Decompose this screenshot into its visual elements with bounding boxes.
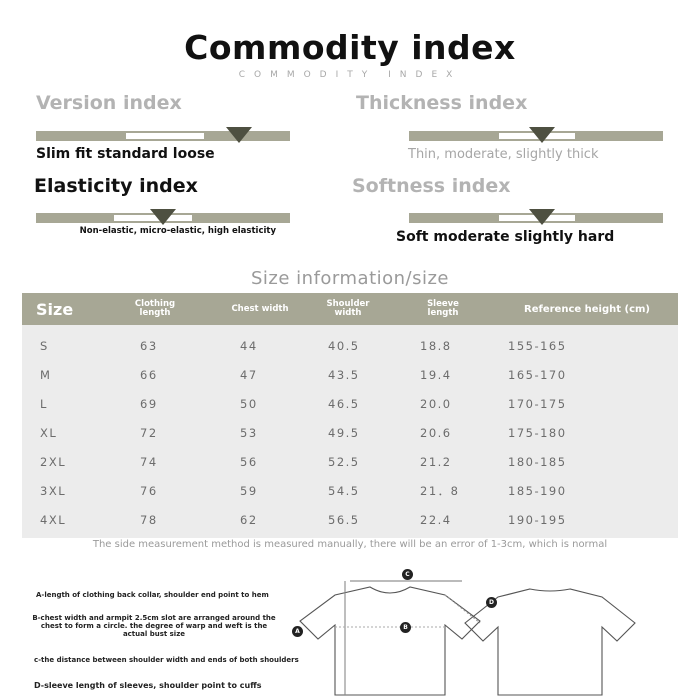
cell-clothing-length: 74 (140, 454, 158, 469)
cell-shoulder-width: 56.5 (328, 512, 360, 527)
legend-b: B-chest width and armpit 2.5cm slot are … (32, 614, 276, 638)
cell-shoulder-width: 40.5 (328, 338, 360, 353)
tshirt-diagram (299, 580, 636, 696)
softness-index-title: Softness index (352, 175, 511, 197)
cell-size: 2XL (40, 454, 67, 469)
legend-d: D-sleeve length of sleeves, shoulder poi… (34, 681, 262, 690)
cell-reference-height: 175-180 (508, 425, 567, 440)
elasticity-index-description: Non-elastic, micro-elastic, high elastic… (79, 226, 276, 236)
version-index-bar-highlight (126, 133, 204, 139)
table-row: M 66 47 43.5 19.4 165-170 (22, 360, 678, 389)
softness-index-marker (529, 209, 555, 225)
thickness-index-marker (529, 127, 555, 143)
table-row: 3XL 76 59 54.5 21．8 185-190 (22, 476, 678, 505)
softness-index-bar (409, 209, 663, 225)
cell-clothing-length: 72 (140, 425, 158, 440)
cell-size: 4XL (40, 512, 67, 527)
cell-clothing-length: 78 (140, 512, 158, 527)
header-clothing-length: Clothing length (134, 299, 176, 318)
legend-c: c-the distance between shoulder width an… (34, 656, 299, 664)
version-index-marker (226, 127, 252, 143)
marker-b: B (400, 622, 411, 633)
cell-chest-width: 56 (240, 454, 258, 469)
version-index-description: Slim fit standard loose (36, 146, 215, 162)
cell-sleeve-length: 21．8 (420, 483, 460, 498)
cell-shoulder-width: 54.5 (328, 483, 360, 498)
header-shoulder-width: Shoulder width (326, 299, 370, 318)
table-row: 2XL 74 56 52.5 21.2 180-185 (22, 447, 678, 476)
cell-clothing-length: 69 (140, 396, 158, 411)
header-sleeve-length: Sleeve length (427, 299, 459, 318)
marker-d: D (486, 597, 497, 608)
header-reference-height: Reference height (cm) (524, 303, 650, 315)
size-section-title: Size information/size (250, 268, 450, 289)
cell-size: L (40, 396, 48, 411)
page-title: Commodity index (184, 28, 516, 67)
sleeve-measure-line (444, 594, 481, 624)
back-tshirt-outline (464, 588, 636, 696)
cell-sleeve-length: 20.0 (420, 396, 452, 411)
cell-size: M (40, 367, 52, 382)
elasticity-index-title: Elasticity index (34, 175, 198, 197)
cell-sleeve-length: 18.8 (420, 338, 452, 353)
cell-clothing-length: 63 (140, 338, 158, 353)
cell-shoulder-width: 43.5 (328, 367, 360, 382)
table-row: 4XL 78 62 56.5 22.4 190-195 (22, 505, 678, 534)
elasticity-index-bar (36, 209, 290, 225)
elasticity-index-marker (150, 209, 176, 225)
page-subtitle: COMMODITY INDEX (238, 70, 462, 80)
cell-chest-width: 59 (240, 483, 258, 498)
version-index-bar (36, 127, 290, 143)
table-row: S 63 44 40.5 18.8 155-165 (22, 331, 678, 360)
table-row: XL 72 53 49.5 20.6 175-180 (22, 418, 678, 447)
header-chest-width: Chest width (231, 303, 289, 314)
cell-sleeve-length: 19.4 (420, 367, 452, 382)
thickness-index-bar (409, 127, 663, 143)
cell-chest-width: 47 (240, 367, 258, 382)
version-index-title: Version index (36, 92, 182, 114)
cell-clothing-length: 76 (140, 483, 158, 498)
legend-a: A-length of clothing back collar, should… (36, 591, 269, 599)
cell-chest-width: 50 (240, 396, 258, 411)
cell-shoulder-width: 46.5 (328, 396, 360, 411)
cell-sleeve-length: 22.4 (420, 512, 452, 527)
cell-chest-width: 53 (240, 425, 258, 440)
cell-sleeve-length: 21.2 (420, 454, 452, 469)
table-row: L 69 50 46.5 20.0 170-175 (22, 389, 678, 418)
cell-chest-width: 62 (240, 512, 258, 527)
cell-size: 3XL (40, 483, 67, 498)
cell-reference-height: 155-165 (508, 338, 567, 353)
size-table: Size Clothing length Chest width Shoulde… (22, 293, 678, 538)
thickness-index-title: Thickness index (356, 92, 528, 114)
cell-reference-height: 190-195 (508, 512, 567, 527)
measurement-note: The side measurement method is measured … (92, 539, 608, 550)
thickness-index-description: Thin, moderate, slightly thick (408, 147, 599, 162)
cell-reference-height: 170-175 (508, 396, 567, 411)
marker-c: C (402, 569, 413, 580)
cell-clothing-length: 66 (140, 367, 158, 382)
cell-chest-width: 44 (240, 338, 258, 353)
size-table-header: Size Clothing length Chest width Shoulde… (22, 293, 678, 325)
cell-reference-height: 185-190 (508, 483, 567, 498)
header-size: Size (36, 299, 74, 319)
marker-a: A (292, 626, 303, 637)
cell-size: XL (40, 425, 58, 440)
cell-size: S (40, 338, 49, 353)
cell-reference-height: 165-170 (508, 367, 567, 382)
softness-index-description: Soft moderate slightly hard (396, 229, 615, 245)
cell-shoulder-width: 52.5 (328, 454, 360, 469)
cell-sleeve-length: 20.6 (420, 425, 452, 440)
cell-shoulder-width: 49.5 (328, 425, 360, 440)
front-tshirt-outline (299, 586, 481, 696)
cell-reference-height: 180-185 (508, 454, 567, 469)
